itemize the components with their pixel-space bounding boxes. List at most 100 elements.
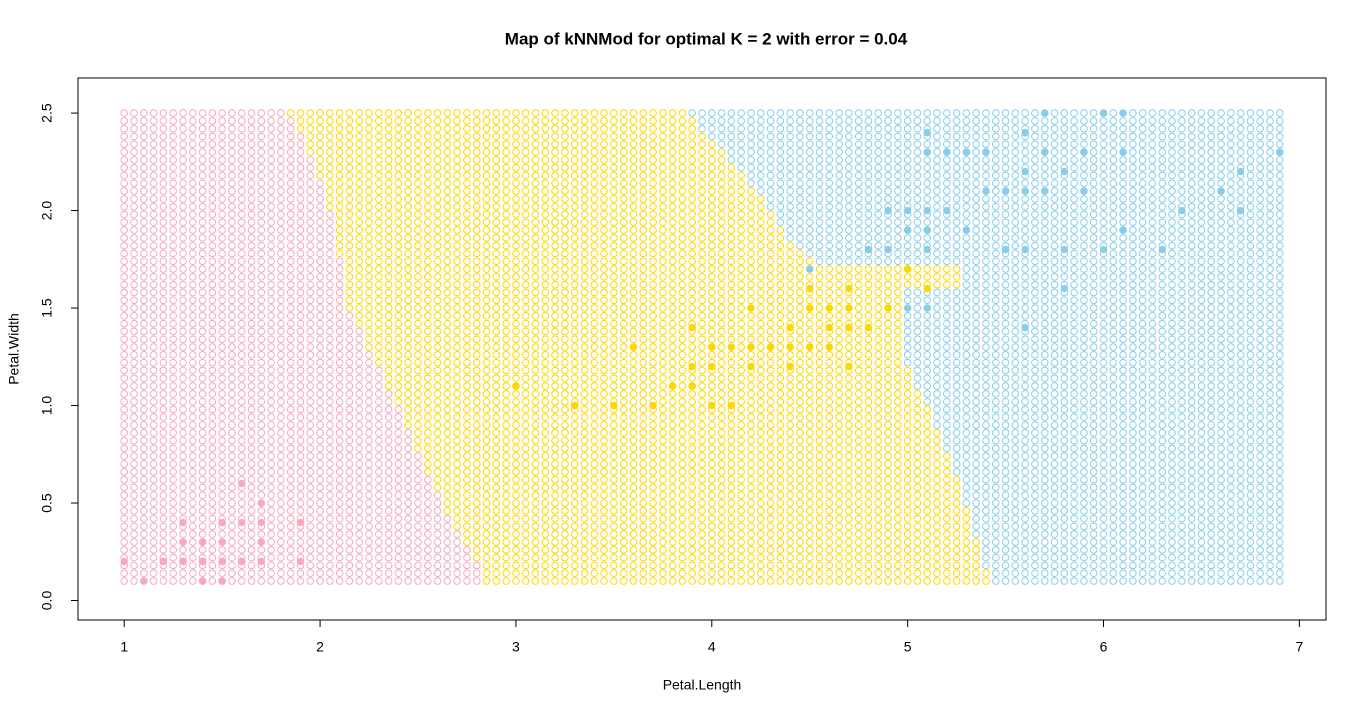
grid-point — [629, 530, 638, 539]
grid-point — [1236, 514, 1245, 523]
grid-point — [717, 460, 726, 468]
grid-point — [1070, 429, 1078, 437]
grid-point — [766, 319, 775, 328]
grid-point — [894, 288, 902, 297]
grid-point — [433, 358, 442, 367]
grid-point — [580, 577, 589, 585]
grid-point — [433, 514, 442, 523]
grid-point — [453, 499, 461, 507]
grid-point — [218, 390, 226, 398]
grid-point — [365, 460, 373, 468]
grid-point — [394, 397, 403, 406]
grid-point — [286, 507, 295, 515]
grid-point — [404, 553, 413, 562]
grid-point — [854, 397, 863, 406]
grid-point — [169, 553, 177, 562]
grid-point — [1089, 553, 1098, 562]
grid-point — [1227, 538, 1235, 546]
grid-point — [796, 405, 804, 414]
grid-point — [169, 468, 177, 476]
grid-point — [1266, 553, 1274, 562]
grid-point — [1236, 280, 1245, 289]
grid-point — [884, 460, 892, 468]
grid-point — [482, 499, 491, 507]
grid-point — [453, 296, 461, 305]
grid-point — [717, 280, 726, 289]
grid-point — [659, 327, 667, 336]
grid-point — [1178, 304, 1186, 312]
grid-point — [698, 569, 706, 578]
grid-point — [561, 319, 569, 328]
grid-point — [590, 561, 599, 570]
grid-point — [835, 257, 843, 266]
grid-point — [1168, 546, 1176, 554]
grid-point — [854, 561, 863, 570]
grid-point — [120, 569, 129, 578]
grid-point — [1138, 335, 1147, 344]
grid-point — [1178, 358, 1186, 367]
grid-point — [717, 366, 726, 375]
grid-point — [1050, 452, 1059, 461]
grid-point — [130, 429, 138, 437]
grid-point — [257, 405, 266, 414]
grid-point — [237, 304, 246, 312]
grid-point — [610, 475, 618, 484]
grid-point — [482, 436, 491, 445]
grid-point — [384, 366, 393, 375]
grid-point — [453, 327, 461, 336]
grid-point — [1178, 421, 1186, 429]
grid-point — [629, 296, 638, 305]
grid-point — [649, 475, 657, 484]
grid-point — [1129, 460, 1137, 468]
grid-point — [649, 366, 657, 375]
grid-point — [1266, 366, 1274, 375]
grid-point — [169, 444, 177, 453]
grid-point — [854, 553, 863, 562]
grid-point — [688, 530, 697, 539]
grid-point — [619, 257, 628, 266]
grid-point — [561, 569, 569, 578]
grid-point — [972, 483, 980, 492]
grid-point — [668, 366, 677, 375]
grid-point — [962, 475, 971, 484]
grid-point — [198, 366, 207, 375]
grid-point — [1099, 304, 1108, 312]
grid-point — [590, 546, 599, 554]
grid-point — [326, 569, 334, 578]
grid-point — [247, 366, 256, 375]
grid-point — [835, 351, 843, 359]
grid-point — [316, 405, 324, 414]
grid-point — [776, 358, 785, 367]
grid-point — [394, 429, 403, 437]
grid-point — [805, 491, 814, 500]
grid-point — [698, 491, 706, 500]
grid-point — [140, 561, 148, 570]
grid-point — [923, 444, 932, 453]
grid-point — [717, 374, 726, 383]
grid-point — [521, 475, 530, 484]
grid-point — [707, 327, 716, 336]
grid-point — [962, 421, 971, 429]
grid-point — [159, 483, 168, 492]
grid-point — [590, 413, 599, 422]
grid-point — [316, 530, 324, 539]
grid-point — [306, 436, 315, 445]
grid-point — [326, 429, 334, 437]
grid-point — [404, 491, 413, 500]
grid-point — [1050, 327, 1059, 336]
grid-point — [972, 468, 980, 476]
grid-point — [1099, 436, 1108, 445]
grid-point — [463, 327, 471, 336]
grid-point — [228, 319, 236, 328]
grid-point — [1158, 421, 1167, 429]
grid-point — [482, 335, 491, 344]
grid-point — [991, 475, 1000, 484]
grid-point — [815, 335, 824, 344]
grid-point — [1148, 421, 1157, 429]
grid-point — [943, 483, 951, 492]
grid-point — [1099, 452, 1108, 461]
grid-point — [776, 280, 785, 289]
grid-point — [698, 319, 706, 328]
grid-point — [972, 436, 980, 445]
grid-point — [854, 522, 863, 531]
